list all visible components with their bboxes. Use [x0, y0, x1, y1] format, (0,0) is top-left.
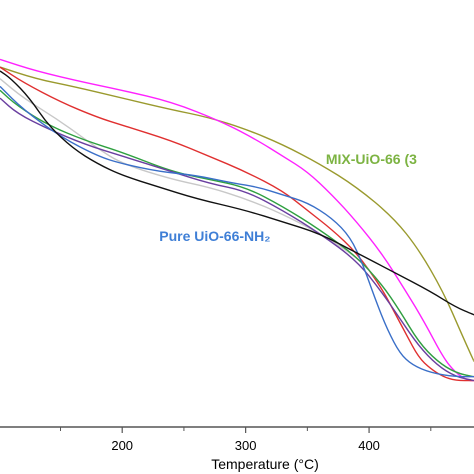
series-line-8: [0, 70, 474, 316]
annotations: MIX-UiO-66 (3 Pure UiO-66-NH₂: [159, 151, 417, 244]
series-line-7: [0, 85, 474, 378]
series-line-3: [0, 66, 474, 382]
series-line-6: [0, 97, 474, 382]
x-ticks: 200 300 400: [59, 427, 432, 453]
series-line-1: [0, 66, 474, 362]
series-layer: [0, 58, 474, 382]
series-line-2: [0, 58, 474, 382]
x-axis-label: Temperature (°C): [211, 456, 319, 472]
series-line-5: [0, 89, 474, 378]
x-tick-label-400: 400: [358, 438, 380, 453]
annotation-1: MIX-UiO-66 (3: [326, 151, 417, 167]
x-tick-label-300: 300: [235, 438, 257, 453]
annotation-2: Pure UiO-66-NH₂: [159, 228, 270, 244]
x-tick-label-200: 200: [111, 438, 133, 453]
